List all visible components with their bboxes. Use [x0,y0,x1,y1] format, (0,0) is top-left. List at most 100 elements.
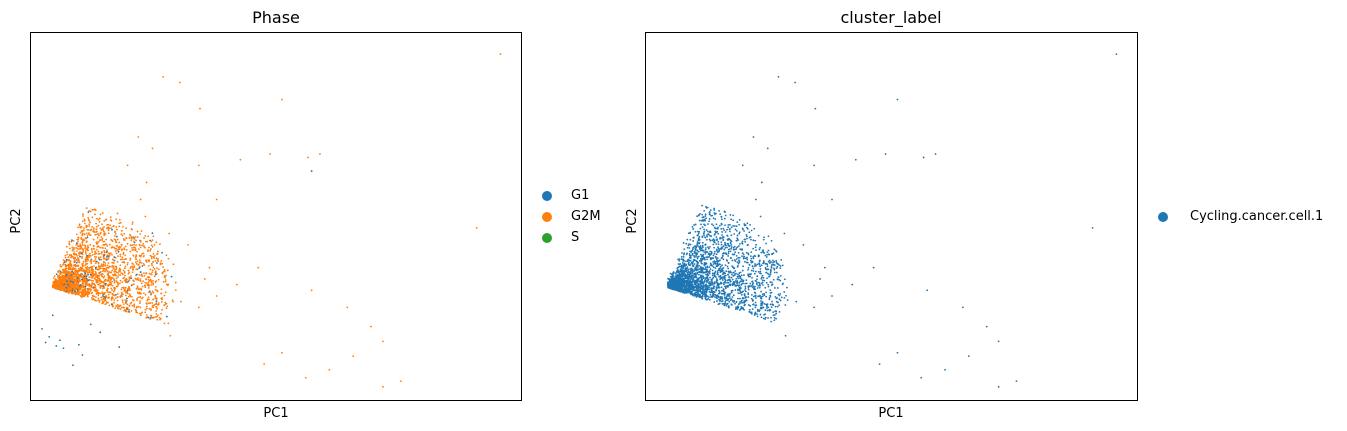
cluster-cloud-point [709,268,712,271]
phase-cloud-point [156,267,158,270]
phase-cloud-point [150,284,153,286]
cluster-cloud-point [737,275,739,278]
cluster-cloud-point [766,307,768,309]
g1-point [58,339,61,342]
phase-cloud-point [60,284,63,287]
cluster-cloud-point [709,209,712,212]
cluster-cloud-point [674,272,677,275]
cluster-cloud-point [752,247,755,250]
phase-cloud-point [160,260,163,262]
cluster-cloud-point [752,299,754,302]
phase-cloud-point [91,226,93,228]
cluster-cloud-point [699,227,702,230]
phase-cloud-point [97,232,100,235]
phase-cloud-point [167,322,170,325]
cluster-cloud-point [744,257,747,260]
phase-cloud-point [127,287,130,290]
cluster-cloud-point [778,304,780,307]
phase-cloud-point [57,276,60,279]
phase-cloud-point [74,265,77,268]
phase-cloud-point [123,232,126,235]
phase-cloud-point [83,280,86,283]
cluster-cloud-point [679,268,682,271]
phase-cloud-point [112,262,115,264]
phase-cloud-point [110,298,113,301]
cluster-cloud-point [677,258,679,261]
phase-cloud-point [153,254,156,257]
phase-cloud-point [125,236,127,239]
cluster-cloud-point [759,270,762,273]
cluster-cloud-point [705,283,708,286]
cluster-cloud-point [704,247,707,249]
g2m-point [269,153,271,155]
phase-cloud-point [77,273,80,276]
phase-cloud-point [107,229,110,232]
phase-cloud-point [116,306,119,308]
phase-cloud-point [155,316,157,318]
phase-cloud-point [92,287,95,290]
cluster-cloud-point [685,263,687,266]
cluster-cloud-point [764,268,767,270]
phase-cloud-point [102,229,105,232]
cluster-cloud-point [722,288,725,291]
phase-cloud-point [105,218,108,221]
phase-cloud-point [93,255,96,258]
phase-cloud-point [73,264,75,267]
phase-cloud-point [54,278,57,280]
phase-cloud-point [159,243,161,246]
phase-x-axis-label: PC1 [263,406,288,421]
cluster-cloud-point [767,283,770,286]
phase-cloud-point [86,280,88,283]
phase-cloud-point [119,264,122,267]
phase-cloud-point [73,247,76,249]
cluster-cloud-point [763,303,766,305]
cluster-cloud-point [711,223,713,226]
phase-cloud-point [100,229,103,231]
cluster-cloud-point [700,257,702,260]
g2m-point [215,198,218,201]
phase-cloud-point [65,289,67,292]
phase-cloud-point [143,284,146,287]
phase-cloud-point [68,271,71,274]
cluster-cloud-point [721,264,723,267]
cluster-cloud-point [709,239,712,242]
cluster-cloud-point [753,291,756,294]
phase-cloud-point [125,299,128,302]
phase-cloud-point [86,295,89,298]
cluster-cloud-point [714,230,717,233]
g2m-point [352,355,355,358]
phase-cloud-point [143,245,145,248]
cluster-cloud-point [717,240,720,243]
phase-cloud-point [135,262,138,265]
cluster-cloud-point [745,251,748,254]
phase-cloud-point [99,238,102,241]
phase-cloud-point [62,259,65,261]
phase-cloud-point [139,246,142,249]
cluster-cloud-point [720,286,723,289]
phase-cloud-point [71,291,74,294]
cluster-cloud-point [732,271,734,274]
phase-cloud-point [65,269,68,272]
phase-cloud-point [99,265,102,268]
cluster-cloud-point [760,300,762,302]
phase-cloud-point [86,228,89,231]
phase-cloud-point [81,265,84,268]
phase-cloud-point [100,236,103,238]
cluster-cloud-point [748,308,751,311]
cluster-cloud-point [736,237,739,240]
phase-cloud-point [87,271,89,274]
phase-cloud-point [63,271,66,274]
cluster-cloud-point [721,299,724,302]
phase-cloud-point [105,256,108,258]
cluster-cloud-point [734,302,736,305]
cluster-cloud-point [741,291,744,293]
cluster-cloud-point [722,235,724,238]
phase-cloud-point [106,258,109,261]
cluster-cloud-point [687,269,689,272]
phase-cloud-point [158,316,161,319]
phase-cloud-point [113,238,116,241]
phase-cloud-point [81,282,84,285]
cluster-cloud-point [764,316,767,319]
phase-cloud-point [82,229,85,232]
cluster-cloud-point [769,289,772,292]
